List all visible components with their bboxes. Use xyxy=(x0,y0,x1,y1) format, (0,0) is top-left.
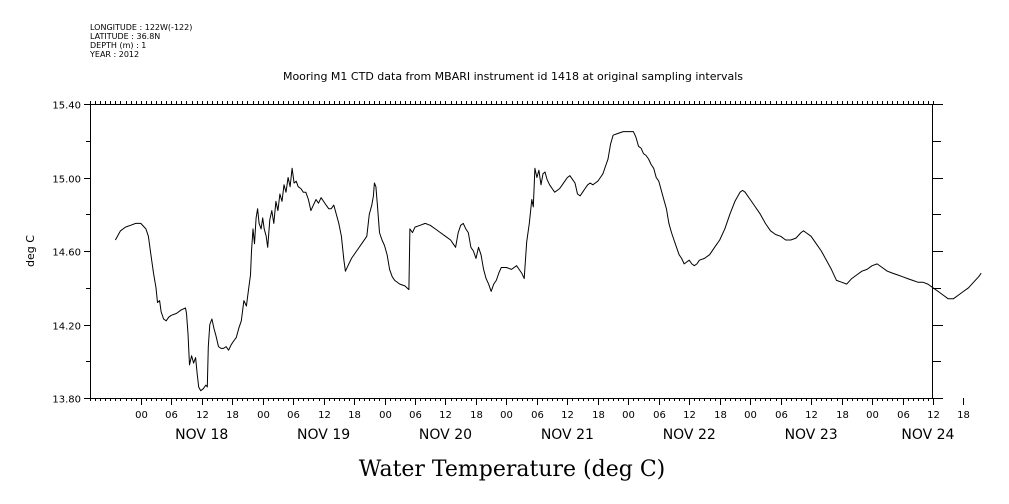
x-day-label: NOV 21 xyxy=(541,427,594,443)
x-tick-label: 18 xyxy=(470,410,483,421)
x-tick-label: 00 xyxy=(500,410,513,421)
x-tick-label: 12 xyxy=(927,410,940,421)
x-tick-label: 18 xyxy=(714,410,727,421)
y-tick-label: 15.00 xyxy=(52,175,81,186)
x-tick-label: 06 xyxy=(409,410,422,421)
x-tick-label: 00 xyxy=(744,410,757,421)
x-tick-label: 12 xyxy=(196,410,209,421)
x-day-label: NOV 18 xyxy=(175,427,228,443)
x-day-label: NOV 20 xyxy=(419,427,472,443)
x-tick-label: 06 xyxy=(775,410,788,421)
y-tick-label: 15.40 xyxy=(52,101,81,112)
x-day-label: NOV 19 xyxy=(297,427,350,443)
x-tick-label: 12 xyxy=(683,410,696,421)
x-tick-label: 18 xyxy=(226,410,239,421)
x-tick-label: 00 xyxy=(622,410,635,421)
x-tick-label: 12 xyxy=(318,410,331,421)
y-tick-label: 14.60 xyxy=(52,248,81,259)
x-tick-label: 06 xyxy=(165,410,178,421)
plot-frame xyxy=(90,104,933,399)
x-tick-label: 06 xyxy=(653,410,666,421)
x-tick-label: 18 xyxy=(836,410,849,421)
axes: 15.40 15.00 14.60 14.20 13.80 00 06 12 18 00 06 12 1… xyxy=(52,101,970,444)
x-tick-label: 12 xyxy=(805,410,818,421)
x-tick-label: 06 xyxy=(287,410,300,421)
header-longitude: LONGITUDE : 122W(-122) xyxy=(90,23,193,32)
x-tick-label: 06 xyxy=(531,410,544,421)
header-depth: DEPTH (m) : 1 xyxy=(90,41,147,50)
x-tick-label: 12 xyxy=(561,410,574,421)
series-line xyxy=(114,131,982,392)
header-latitude: LATITUDE : 36.8N xyxy=(90,32,161,41)
x-day-label: NOV 23 xyxy=(785,427,838,443)
x-tick-label: 12 xyxy=(439,410,452,421)
x-day-label: NOV 24 xyxy=(901,427,954,443)
x-axis-label: Water Temperature (deg C) xyxy=(359,457,666,482)
x-tick-label: 00 xyxy=(257,410,270,421)
x-tick-label: 00 xyxy=(866,410,879,421)
x-day-label: NOV 22 xyxy=(663,427,716,443)
data-series xyxy=(114,131,982,392)
y-tick-label: 14.20 xyxy=(52,322,81,333)
x-tick-label: 00 xyxy=(379,410,392,421)
x-tick-label: 18 xyxy=(957,410,970,421)
y-axis-label: deg C xyxy=(24,235,37,267)
header-year: YEAR : 2012 xyxy=(90,50,140,59)
x-tick-label: 18 xyxy=(348,410,361,421)
x-tick-label: 00 xyxy=(135,410,148,421)
x-tick-label: 18 xyxy=(592,410,605,421)
x-tick-label: 06 xyxy=(897,410,910,421)
chart-title: Mooring M1 CTD data from MBARI instrumen… xyxy=(283,70,743,83)
y-tick-label: 13.80 xyxy=(52,395,81,406)
